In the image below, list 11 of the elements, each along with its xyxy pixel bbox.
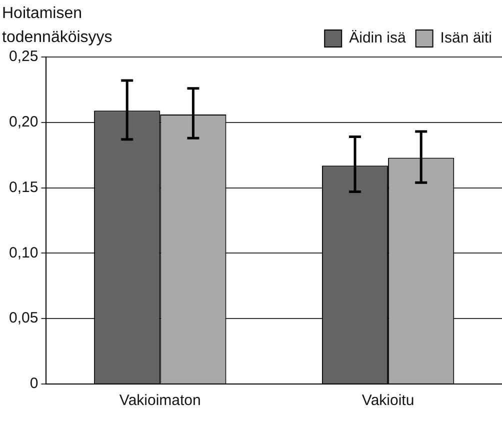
y-tick-label: 0,05 bbox=[8, 310, 38, 327]
legend-label: Isän äiti bbox=[440, 30, 492, 47]
x-tick-label: Vakioimaton bbox=[119, 392, 201, 410]
y-axis-title: Hoitamisen todennäköisyys bbox=[2, 4, 114, 48]
y-tick-label: 0,10 bbox=[8, 244, 38, 262]
y-tick-label: 0,25 bbox=[8, 48, 38, 66]
x-tick-label: Vakioitu bbox=[362, 392, 414, 410]
y-tick-label: 0,15 bbox=[8, 178, 38, 196]
y-tick-label: 0,20 bbox=[8, 114, 38, 131]
legend-label: Äidin isä bbox=[349, 30, 406, 47]
y-tick-label: 0 bbox=[30, 375, 38, 392]
